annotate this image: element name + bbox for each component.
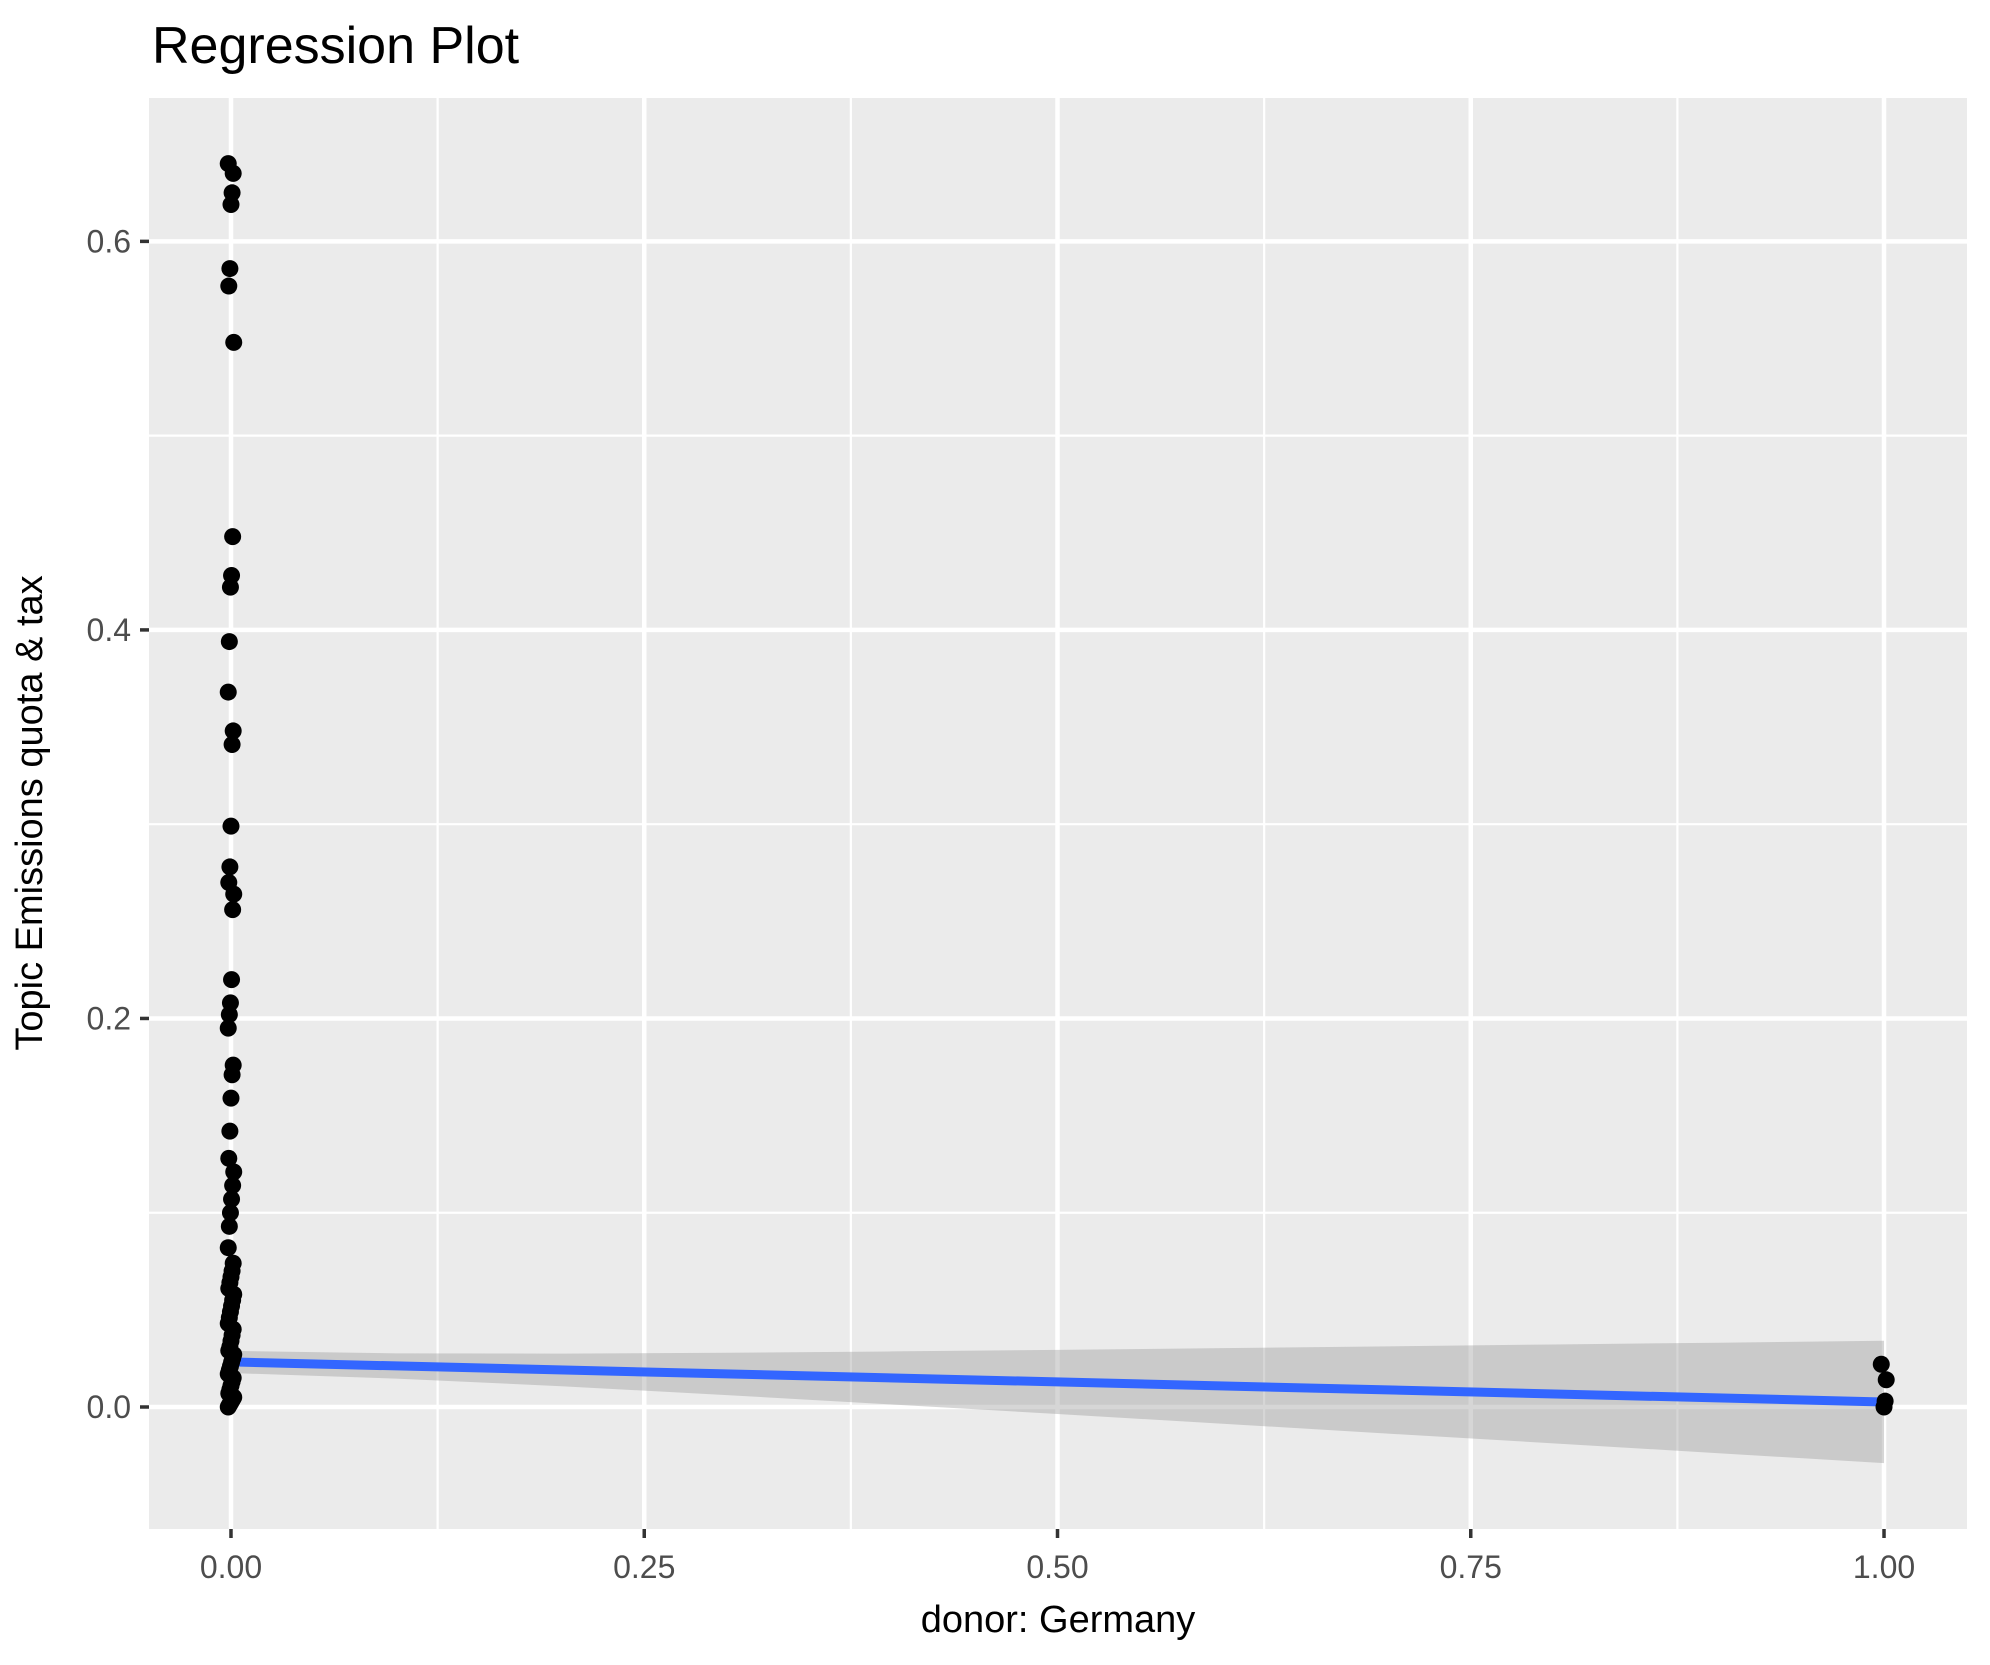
data-point — [219, 1398, 237, 1416]
data-point — [225, 885, 243, 903]
data-point — [224, 901, 242, 919]
data-point — [222, 195, 240, 213]
data-point — [221, 858, 239, 876]
plot-title: Regression Plot — [152, 17, 520, 75]
data-point — [223, 1190, 241, 1208]
x-tick-label: 0.25 — [613, 1549, 675, 1585]
data-point — [224, 164, 242, 182]
x-axis-title: donor: Germany — [921, 1599, 1196, 1641]
data-point — [220, 1006, 238, 1024]
data-point — [219, 1239, 237, 1257]
data-point — [224, 1177, 242, 1195]
x-tick-label: 0.75 — [1440, 1549, 1502, 1585]
data-point — [221, 1122, 239, 1140]
data-point — [224, 722, 242, 740]
data-point — [220, 633, 238, 651]
y-tick-label: 0.4 — [87, 612, 131, 648]
data-point — [1877, 1371, 1895, 1389]
data-point — [223, 971, 241, 989]
data-point — [219, 683, 237, 701]
x-tick-label: 0.00 — [200, 1549, 262, 1585]
data-point — [221, 260, 239, 278]
y-tick-label: 0.6 — [87, 223, 131, 259]
data-point — [219, 1019, 237, 1037]
y-tick-label: 0.0 — [87, 1389, 131, 1425]
data-point — [221, 578, 239, 596]
data-point — [224, 528, 242, 546]
data-point — [220, 1149, 238, 1167]
regression-line — [230, 1357, 1885, 1407]
chart-body: 0.0 0.2 0.4 0.6 0.00 0.25 0.50 0.75 1.00 — [87, 98, 1967, 1585]
data-point — [1875, 1398, 1893, 1416]
x-tick-label: 0.50 — [1026, 1549, 1088, 1585]
data-point — [221, 1204, 239, 1222]
data-point — [220, 277, 238, 295]
data-point — [220, 1217, 238, 1235]
data-point — [223, 1066, 241, 1084]
data-point — [225, 1163, 243, 1181]
data-point — [223, 736, 241, 754]
data-point — [222, 1089, 240, 1107]
data-point — [222, 817, 240, 835]
data-point — [225, 333, 243, 351]
x-tick-label: 1.00 — [1853, 1549, 1915, 1585]
data-point — [1872, 1355, 1890, 1373]
y-axis-title: Topic Emissions quota & tax — [9, 575, 51, 1050]
y-tick-label: 0.2 — [87, 1000, 131, 1036]
